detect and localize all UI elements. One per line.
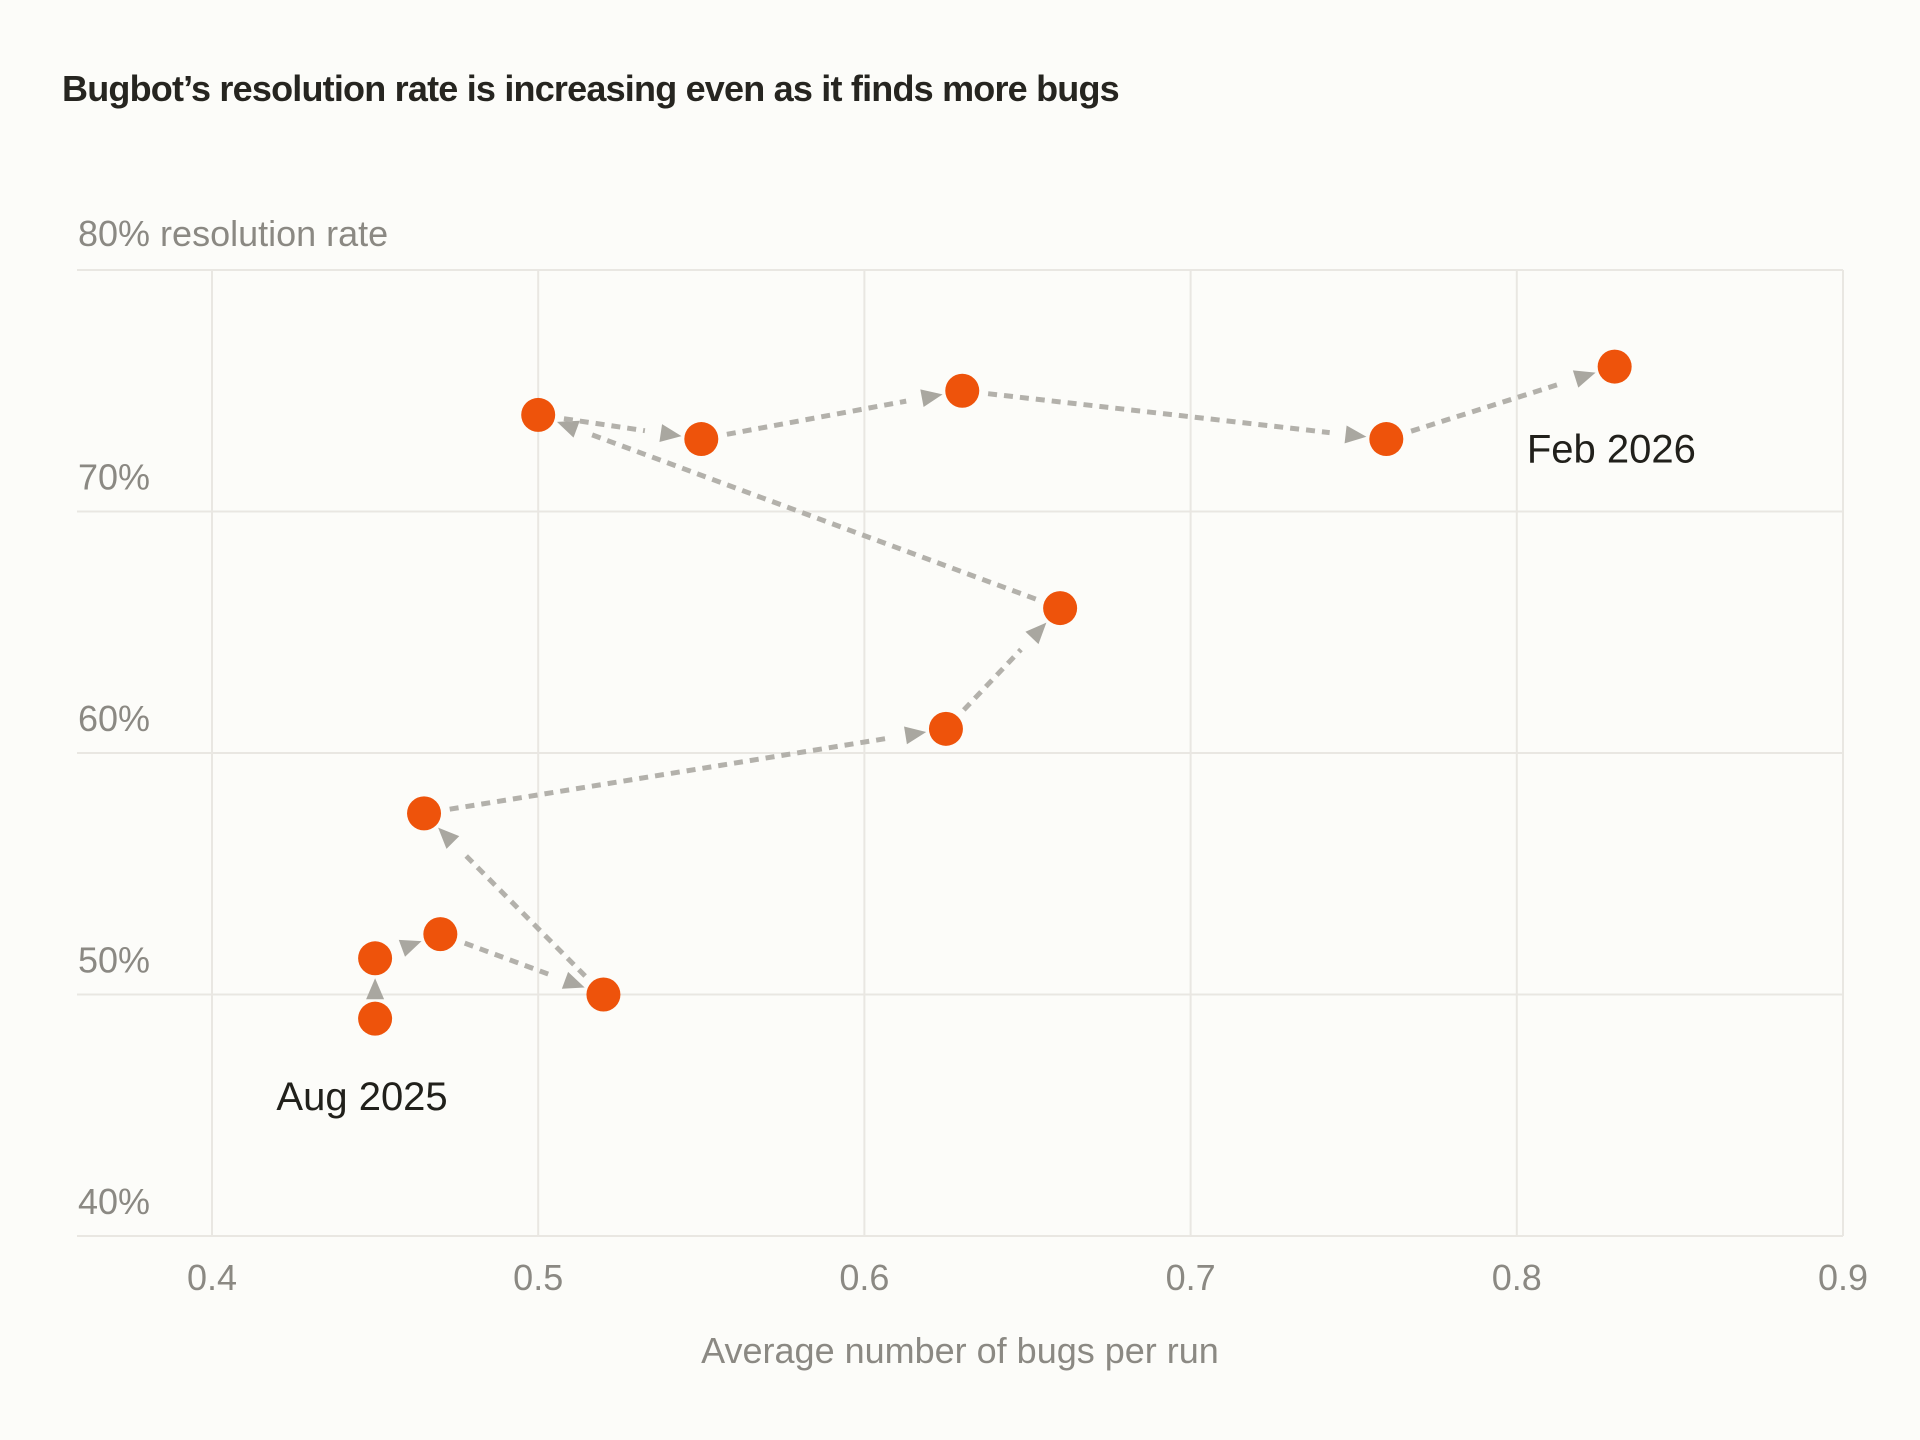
- trend-arrow-head: [366, 978, 385, 1000]
- annotation-label: Aug 2025: [276, 1075, 447, 1119]
- trend-arrow-head: [398, 939, 422, 957]
- x-tick-label: 0.9: [1818, 1257, 1868, 1298]
- x-tick-label: 0.4: [187, 1257, 237, 1298]
- data-point: [684, 422, 719, 457]
- trend-arrow-head: [904, 726, 927, 745]
- data-point: [928, 711, 963, 746]
- y-tick-label: 70%: [78, 457, 150, 498]
- data-point: [423, 917, 458, 952]
- trend-arrow-line: [590, 432, 1037, 602]
- data-point: [358, 941, 393, 976]
- data-point: [407, 796, 442, 831]
- chart-title: Bugbot’s resolution rate is increasing e…: [62, 68, 1120, 109]
- y-axis-unit-label: 80% resolution rate: [78, 213, 389, 254]
- data-point: [521, 397, 556, 432]
- data-point: [945, 373, 980, 408]
- data-point: [1043, 591, 1078, 626]
- trend-arrow-line: [987, 391, 1330, 436]
- trend-arrow-line: [1410, 381, 1562, 434]
- y-tick-label: 50%: [78, 940, 150, 981]
- trend-arrow-line: [462, 852, 587, 978]
- data-point: [1369, 422, 1404, 457]
- annotation-label: Feb 2026: [1527, 428, 1696, 472]
- trend-arrow-head: [556, 420, 580, 438]
- trend-arrow-line: [449, 735, 891, 812]
- y-tick-label: 40%: [78, 1181, 150, 1222]
- trend-arrow-head: [438, 827, 460, 849]
- data-point: [358, 1001, 393, 1036]
- x-axis-label: Average number of bugs per run: [701, 1330, 1219, 1371]
- data-point: [1597, 349, 1632, 384]
- trend-arrow-head: [659, 424, 682, 442]
- y-tick-label: 60%: [78, 698, 150, 739]
- trend-arrow-line: [726, 398, 907, 437]
- trend-arrow-head: [1344, 425, 1367, 444]
- x-tick-label: 0.8: [1492, 1257, 1542, 1298]
- trend-arrow-line: [463, 940, 551, 978]
- x-tick-label: 0.6: [839, 1257, 889, 1298]
- x-tick-label: 0.5: [513, 1257, 563, 1298]
- trend-arrow-head: [1025, 622, 1047, 645]
- trend-arrow-head: [1572, 370, 1596, 388]
- trend-arrow-line: [563, 416, 646, 434]
- trend-arrow-head: [920, 389, 943, 408]
- trend-arrow-head: [561, 971, 585, 989]
- x-tick-label: 0.7: [1166, 1257, 1216, 1298]
- trend-arrow-line: [961, 647, 1023, 712]
- data-point: [586, 977, 621, 1012]
